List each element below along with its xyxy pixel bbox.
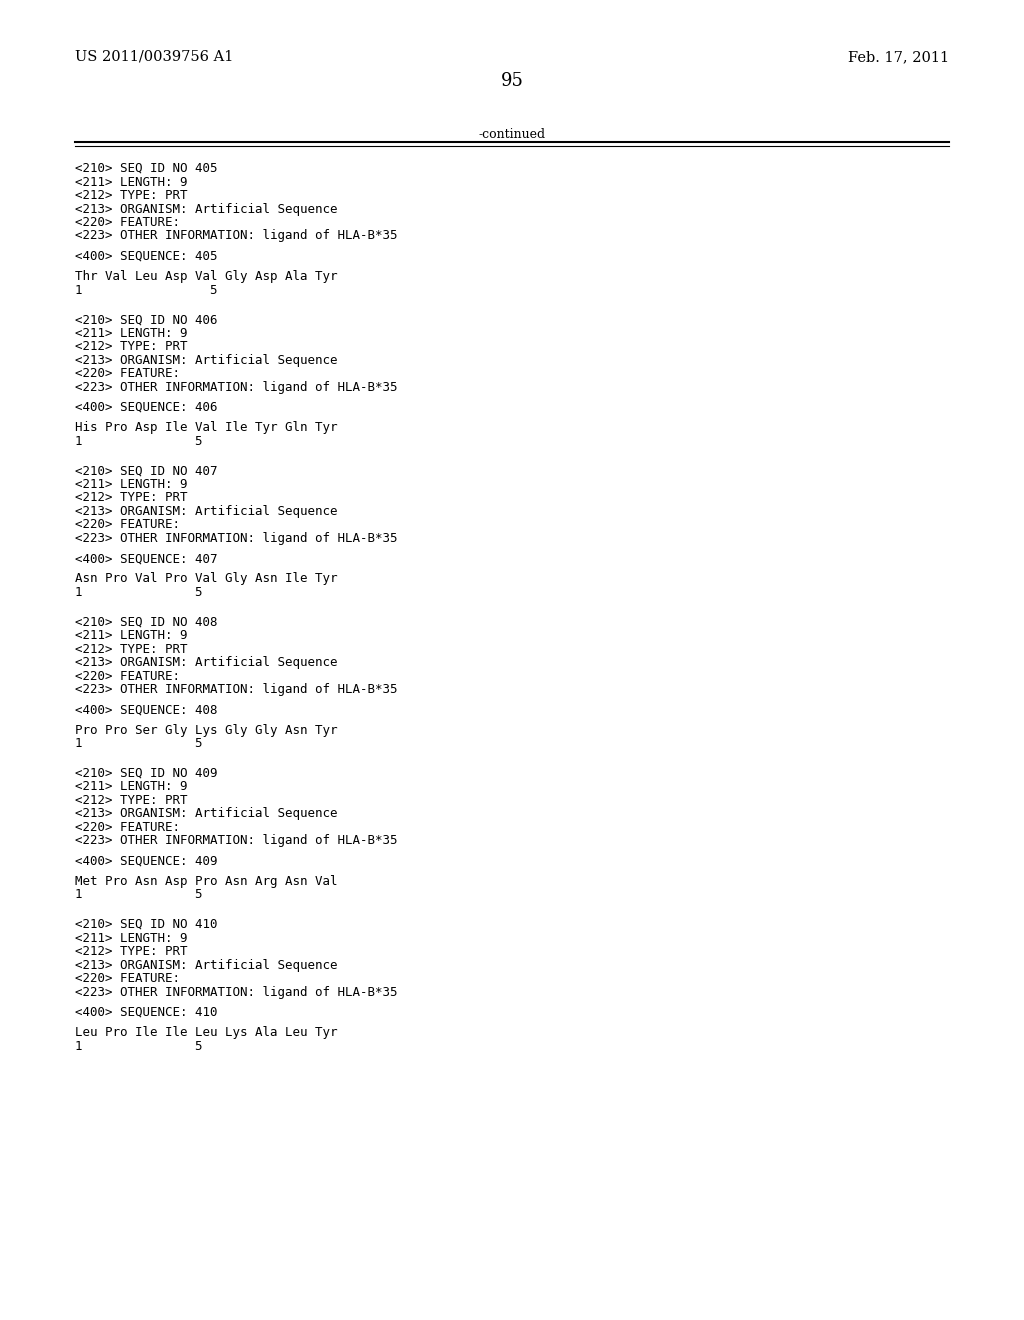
Text: US 2011/0039756 A1: US 2011/0039756 A1 [75, 50, 233, 63]
Text: <213> ORGANISM: Artificial Sequence: <213> ORGANISM: Artificial Sequence [75, 656, 338, 669]
Text: <220> FEATURE:: <220> FEATURE: [75, 367, 180, 380]
Text: Feb. 17, 2011: Feb. 17, 2011 [848, 50, 949, 63]
Text: 1               5: 1 5 [75, 1040, 203, 1052]
Text: <211> LENGTH: 9: <211> LENGTH: 9 [75, 327, 187, 339]
Text: <213> ORGANISM: Artificial Sequence: <213> ORGANISM: Artificial Sequence [75, 808, 338, 820]
Text: <212> TYPE: PRT: <212> TYPE: PRT [75, 643, 187, 656]
Text: <212> TYPE: PRT: <212> TYPE: PRT [75, 491, 187, 504]
Text: <213> ORGANISM: Artificial Sequence: <213> ORGANISM: Artificial Sequence [75, 354, 338, 367]
Text: <210> SEQ ID NO 405: <210> SEQ ID NO 405 [75, 162, 217, 176]
Text: <223> OTHER INFORMATION: ligand of HLA-B*35: <223> OTHER INFORMATION: ligand of HLA-B… [75, 986, 397, 998]
Text: Pro Pro Ser Gly Lys Gly Gly Asn Tyr: Pro Pro Ser Gly Lys Gly Gly Asn Tyr [75, 723, 338, 737]
Text: <212> TYPE: PRT: <212> TYPE: PRT [75, 945, 187, 958]
Text: <220> FEATURE:: <220> FEATURE: [75, 972, 180, 985]
Text: <212> TYPE: PRT: <212> TYPE: PRT [75, 793, 187, 807]
Text: <213> ORGANISM: Artificial Sequence: <213> ORGANISM: Artificial Sequence [75, 506, 338, 517]
Text: 1               5: 1 5 [75, 434, 203, 447]
Text: <211> LENGTH: 9: <211> LENGTH: 9 [75, 932, 187, 945]
Text: <223> OTHER INFORMATION: ligand of HLA-B*35: <223> OTHER INFORMATION: ligand of HLA-B… [75, 230, 397, 243]
Text: <211> LENGTH: 9: <211> LENGTH: 9 [75, 630, 187, 642]
Text: <211> LENGTH: 9: <211> LENGTH: 9 [75, 478, 187, 491]
Text: <223> OTHER INFORMATION: ligand of HLA-B*35: <223> OTHER INFORMATION: ligand of HLA-B… [75, 380, 397, 393]
Text: <220> FEATURE:: <220> FEATURE: [75, 669, 180, 682]
Text: <400> SEQUENCE: 409: <400> SEQUENCE: 409 [75, 854, 217, 867]
Text: <212> TYPE: PRT: <212> TYPE: PRT [75, 341, 187, 354]
Text: His Pro Asp Ile Val Ile Tyr Gln Tyr: His Pro Asp Ile Val Ile Tyr Gln Tyr [75, 421, 338, 434]
Text: 1               5: 1 5 [75, 888, 203, 902]
Text: <223> OTHER INFORMATION: ligand of HLA-B*35: <223> OTHER INFORMATION: ligand of HLA-B… [75, 834, 397, 847]
Text: <212> TYPE: PRT: <212> TYPE: PRT [75, 189, 187, 202]
Text: Asn Pro Val Pro Val Gly Asn Ile Tyr: Asn Pro Val Pro Val Gly Asn Ile Tyr [75, 573, 338, 585]
Text: <223> OTHER INFORMATION: ligand of HLA-B*35: <223> OTHER INFORMATION: ligand of HLA-B… [75, 684, 397, 696]
Text: -continued: -continued [478, 128, 546, 141]
Text: <220> FEATURE:: <220> FEATURE: [75, 519, 180, 532]
Text: 1               5: 1 5 [75, 586, 203, 599]
Text: <211> LENGTH: 9: <211> LENGTH: 9 [75, 176, 187, 189]
Text: <400> SEQUENCE: 410: <400> SEQUENCE: 410 [75, 1006, 217, 1019]
Text: 1                 5: 1 5 [75, 284, 217, 297]
Text: <400> SEQUENCE: 405: <400> SEQUENCE: 405 [75, 249, 217, 263]
Text: Leu Pro Ile Ile Leu Lys Ala Leu Tyr: Leu Pro Ile Ile Leu Lys Ala Leu Tyr [75, 1026, 338, 1039]
Text: <400> SEQUENCE: 406: <400> SEQUENCE: 406 [75, 401, 217, 414]
Text: Met Pro Asn Asp Pro Asn Arg Asn Val: Met Pro Asn Asp Pro Asn Arg Asn Val [75, 875, 338, 888]
Text: 95: 95 [501, 73, 523, 90]
Text: <210> SEQ ID NO 407: <210> SEQ ID NO 407 [75, 465, 217, 478]
Text: <400> SEQUENCE: 407: <400> SEQUENCE: 407 [75, 552, 217, 565]
Text: <211> LENGTH: 9: <211> LENGTH: 9 [75, 780, 187, 793]
Text: <223> OTHER INFORMATION: ligand of HLA-B*35: <223> OTHER INFORMATION: ligand of HLA-B… [75, 532, 397, 545]
Text: <210> SEQ ID NO 408: <210> SEQ ID NO 408 [75, 615, 217, 628]
Text: <213> ORGANISM: Artificial Sequence: <213> ORGANISM: Artificial Sequence [75, 202, 338, 215]
Text: 1               5: 1 5 [75, 737, 203, 750]
Text: <210> SEQ ID NO 406: <210> SEQ ID NO 406 [75, 313, 217, 326]
Text: <210> SEQ ID NO 409: <210> SEQ ID NO 409 [75, 767, 217, 780]
Text: <220> FEATURE:: <220> FEATURE: [75, 821, 180, 834]
Text: <400> SEQUENCE: 408: <400> SEQUENCE: 408 [75, 704, 217, 717]
Text: <220> FEATURE:: <220> FEATURE: [75, 216, 180, 228]
Text: <213> ORGANISM: Artificial Sequence: <213> ORGANISM: Artificial Sequence [75, 958, 338, 972]
Text: Thr Val Leu Asp Val Gly Asp Ala Tyr: Thr Val Leu Asp Val Gly Asp Ala Tyr [75, 271, 338, 282]
Text: <210> SEQ ID NO 410: <210> SEQ ID NO 410 [75, 917, 217, 931]
